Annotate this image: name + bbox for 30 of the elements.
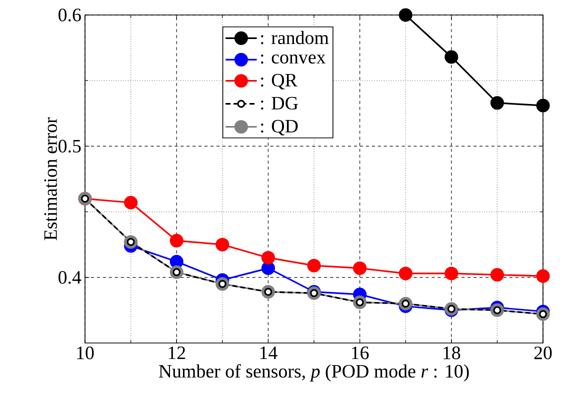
point: [490, 96, 504, 110]
legend-label: : QD: [261, 120, 298, 136]
point: [444, 50, 458, 64]
point: [170, 234, 184, 248]
point: [353, 261, 367, 275]
y-tick-label: 0.6: [58, 8, 81, 22]
x-tick-label: 18: [444, 346, 460, 360]
x-axis-title: Number of sensors, p (POD mode r : 10): [158, 364, 469, 382]
point: [261, 250, 275, 264]
y-tick-label: 0.5: [58, 140, 81, 153]
legend-label: : DG: [261, 96, 298, 110]
point: [216, 238, 230, 252]
point: [444, 266, 458, 280]
legend-label: : convex: [261, 54, 326, 64]
x-tick-label: 16: [352, 346, 369, 360]
point: [307, 258, 321, 272]
x-tick-label: 14: [260, 346, 278, 360]
y-tick-label: 0.4: [58, 270, 82, 284]
x-tick-label: 12: [168, 346, 186, 360]
point: [490, 268, 504, 282]
legend-label: : random: [261, 30, 329, 44]
point: [536, 269, 550, 283]
point: [536, 98, 550, 112]
x-tick-label: 20: [534, 346, 552, 360]
point: [398, 266, 412, 280]
y-axis-title: Estimation error: [44, 117, 57, 240]
point: [398, 8, 412, 22]
legend-label: : QR: [261, 74, 298, 90]
point: [124, 196, 138, 210]
x-tick-label: 10: [77, 346, 94, 360]
